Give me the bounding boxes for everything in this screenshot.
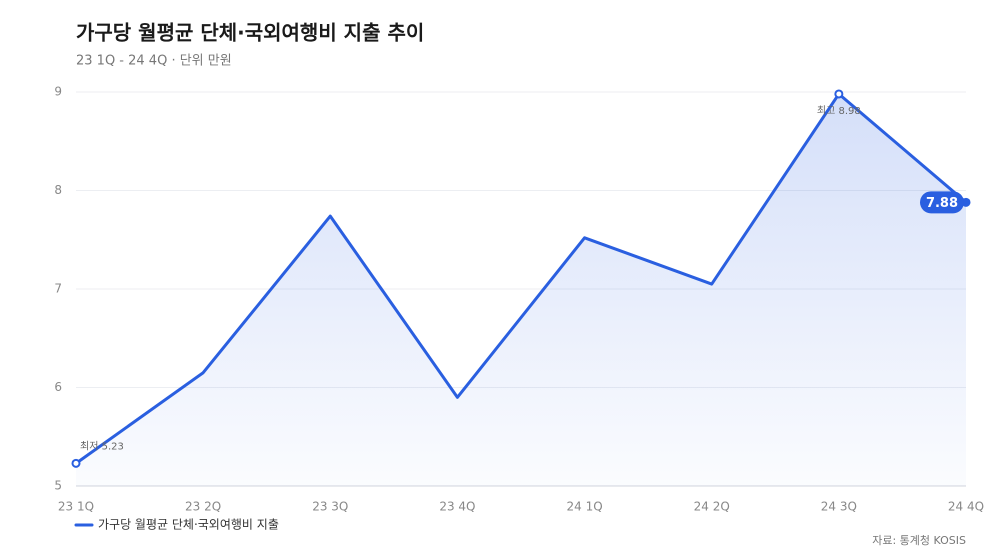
extreme-marker bbox=[71, 458, 81, 468]
x-tick-label: 24 4Q bbox=[948, 500, 984, 514]
x-tick-label: 23 2Q bbox=[185, 500, 221, 514]
value-label: 최저 5.23 bbox=[80, 440, 124, 452]
y-tick-label: 9 bbox=[54, 85, 62, 99]
x-tick-label: 24 2Q bbox=[694, 500, 730, 514]
source: 자료: 통계청 KOSIS bbox=[872, 534, 966, 547]
x-tick-label: 23 4Q bbox=[439, 500, 475, 514]
end-label: 7.88 bbox=[926, 196, 958, 211]
x-tick-label: 24 1Q bbox=[566, 500, 602, 514]
value-label: 최고 8.98 bbox=[817, 105, 861, 117]
y-tick-label: 7 bbox=[54, 282, 62, 296]
chart-title: 가구당 월평균 단체·국외여행비 지출 추이 bbox=[76, 21, 424, 45]
y-tick-label: 6 bbox=[54, 380, 62, 394]
area bbox=[76, 93, 966, 486]
end-badge bbox=[920, 191, 964, 214]
line bbox=[75, 92, 967, 465]
y-tick-label: 8 bbox=[54, 183, 62, 197]
x-tick-label: 24 3Q bbox=[821, 500, 857, 514]
y-tick-label: 5 bbox=[54, 479, 62, 493]
chart-subtitle: 23 1Q - 24 4Q · 단위 만원 bbox=[76, 54, 232, 69]
extreme-marker bbox=[834, 89, 844, 99]
legend-label: 가구당 월평균 단체·국외여행비 지출 bbox=[98, 517, 279, 532]
x-tick-label: 23 3Q bbox=[312, 500, 348, 514]
x-tick-label: 23 1Q bbox=[58, 500, 94, 514]
